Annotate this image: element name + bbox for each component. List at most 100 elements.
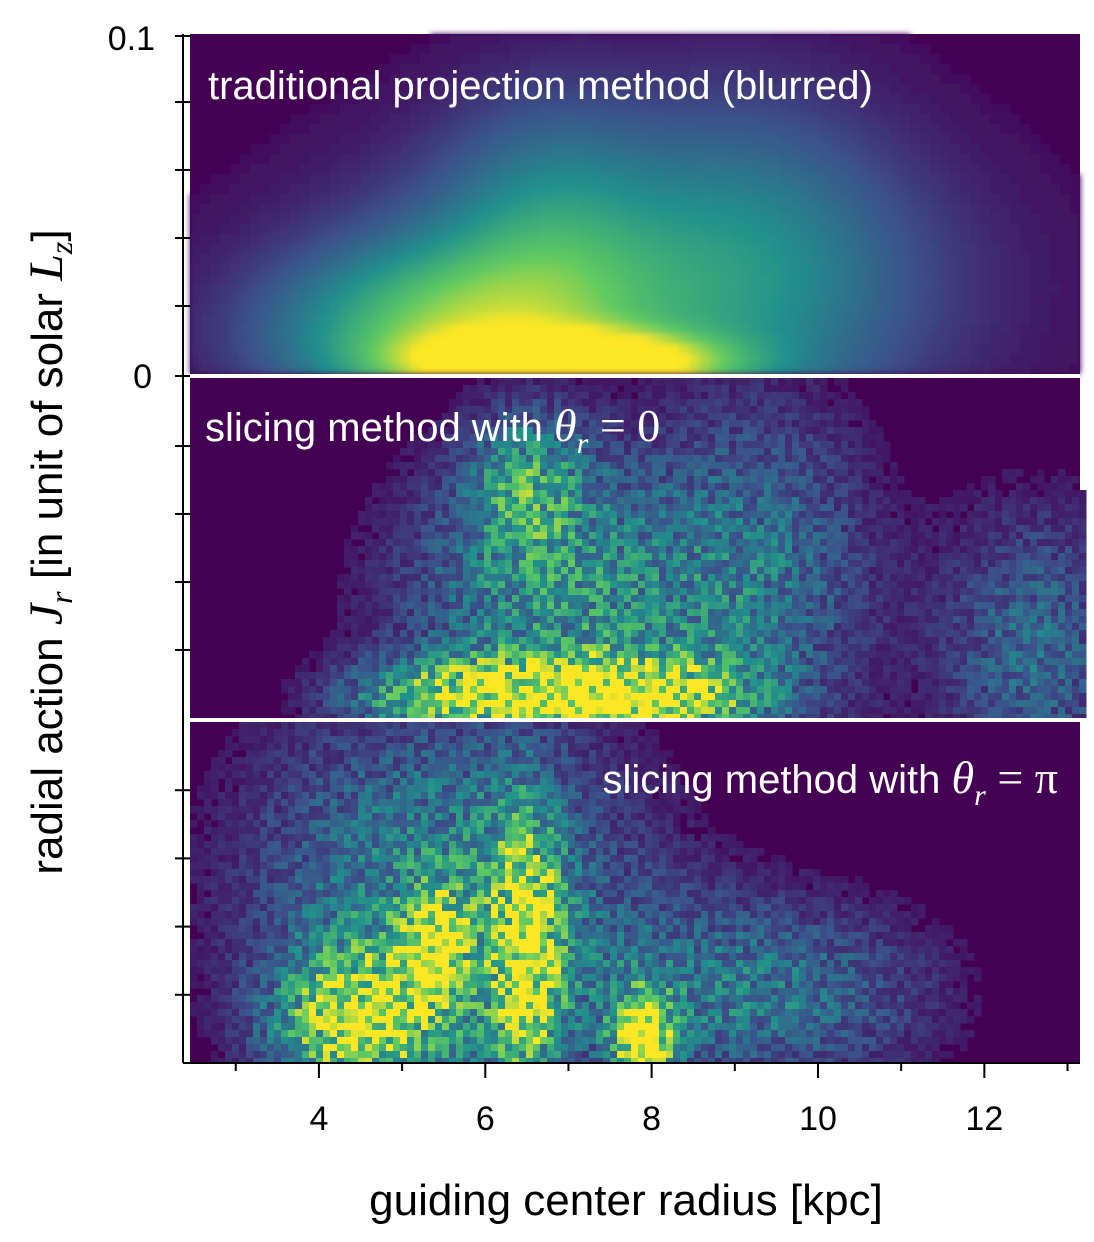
heatmap-cell (1060, 274, 1071, 285)
heatmap-cell (420, 244, 431, 255)
heatmap-cell (210, 364, 221, 374)
heatmap-cell (560, 304, 571, 315)
heatmap-cell (870, 334, 881, 345)
heatmap-cell (771, 497, 779, 505)
heatmap-cell (470, 234, 481, 245)
heatmap-cell (764, 525, 772, 533)
heatmap-cell (850, 114, 861, 125)
heatmap-cell (720, 314, 731, 325)
heatmap-cell (380, 124, 391, 135)
heatmap-cell (428, 567, 436, 575)
heatmap-cell (990, 364, 1001, 374)
heatmap-cell (240, 264, 251, 275)
heatmap-cell (666, 567, 674, 575)
heatmap-cell (270, 344, 281, 355)
heatmap-cell (790, 334, 801, 345)
heatmap-cell (520, 364, 531, 374)
heatmap-cell (300, 204, 311, 215)
heatmap-cell (673, 490, 681, 498)
heatmap-cell (720, 224, 731, 235)
heatmap-cell (897, 553, 905, 561)
heatmap-cell (743, 399, 751, 407)
heatmap-cell (730, 234, 741, 245)
heatmap-cell (730, 84, 741, 95)
heatmap-cell (638, 553, 646, 561)
heatmap-cell (687, 462, 695, 470)
heatmap-cell (1030, 354, 1041, 365)
heatmap-cell (701, 532, 709, 540)
heatmap-cell (813, 504, 821, 512)
heatmap-cell (512, 539, 520, 547)
heatmap-cell (932, 567, 940, 575)
heatmap-cell (220, 214, 231, 225)
heatmap-cell (631, 532, 639, 540)
heatmap-cell (386, 553, 394, 561)
heatmap-cell (498, 476, 506, 484)
heatmap-cell (210, 354, 221, 365)
heatmap-cell (810, 214, 821, 225)
heatmap-cell (743, 420, 751, 428)
heatmap-cell (630, 334, 641, 345)
heatmap-cell (442, 539, 450, 547)
heatmap-cell (1070, 194, 1081, 205)
heatmap-cell (743, 518, 751, 526)
heatmap-cell (477, 406, 485, 414)
heatmap-cell (526, 399, 534, 407)
heatmap-cell (687, 420, 695, 428)
heatmap-cell (386, 504, 394, 512)
heatmap-cell (883, 525, 891, 533)
heatmap-cell (520, 74, 531, 85)
heatmap-cell (740, 314, 751, 325)
heatmap-cell (210, 194, 221, 205)
heatmap-cell (533, 532, 541, 540)
heatmap-cell (390, 144, 401, 155)
heatmap-cell (582, 504, 590, 512)
heatmap-cell (630, 194, 641, 205)
heatmap-cell (960, 518, 968, 526)
heatmap-cell (720, 264, 731, 275)
heatmap-cell (340, 324, 351, 335)
heatmap-cell (880, 214, 891, 225)
heatmap-cell (673, 413, 681, 421)
heatmap-cell (670, 294, 681, 305)
heatmap-cell (505, 525, 513, 533)
heatmap-cell (764, 462, 772, 470)
heatmap-cell (526, 525, 534, 533)
heatmap-cell (550, 344, 561, 355)
heatmap-cell (407, 483, 415, 491)
heatmap-cell (1016, 546, 1024, 554)
heatmap-cell (582, 406, 590, 414)
heatmap-cell (660, 364, 671, 374)
heatmap-cell (1070, 184, 1081, 195)
heatmap-cell (740, 54, 751, 65)
heatmap-cell (596, 455, 604, 463)
heatmap-cell (862, 539, 870, 547)
heatmap-cell (736, 567, 744, 575)
heatmap-cell (365, 511, 373, 519)
heatmap-cell (631, 560, 639, 568)
heatmap-cell (770, 74, 781, 85)
heatmap-cell (590, 214, 601, 225)
heatmap-cell (596, 385, 604, 393)
heatmap-cell (848, 413, 856, 421)
heatmap-cell (580, 74, 591, 85)
heatmap-cell (869, 441, 877, 449)
heatmap-cell (250, 364, 261, 374)
heatmap-cell (460, 184, 471, 195)
heatmap-cell (743, 546, 751, 554)
heatmap-cell (974, 560, 982, 568)
heatmap-cell (490, 154, 501, 165)
heatmap-cell (950, 164, 961, 175)
heatmap-cell (491, 378, 499, 386)
heatmap-cell (210, 344, 221, 355)
heatmap-cell (460, 114, 471, 125)
heatmap-cell (960, 567, 968, 575)
heatmap-cell (340, 104, 351, 115)
heatmap-cell (280, 274, 291, 285)
heatmap-cell (540, 254, 551, 265)
heatmap-cell (785, 567, 793, 575)
heatmap-cell (920, 364, 931, 374)
heatmap-cell (757, 392, 765, 400)
heatmap-cell (890, 44, 901, 55)
heatmap-cell (1000, 174, 1011, 185)
